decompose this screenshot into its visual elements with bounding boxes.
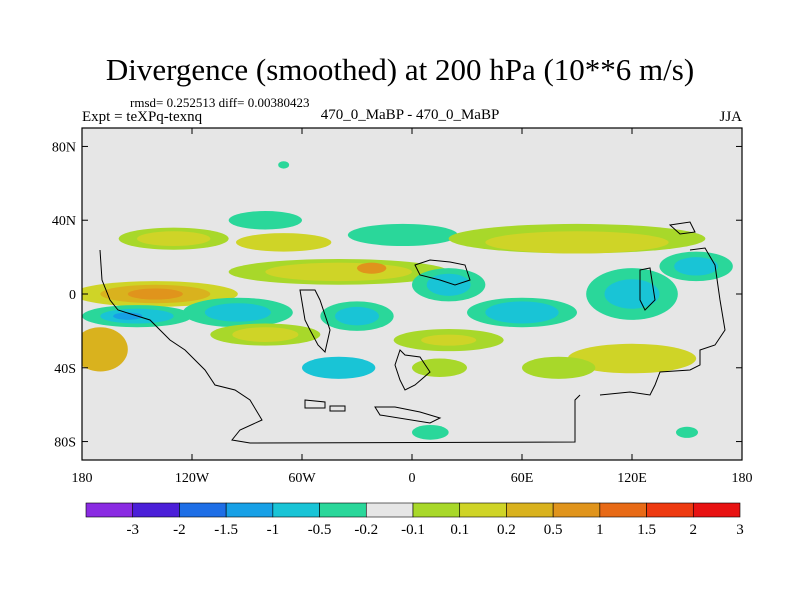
x-tick-label: 60W xyxy=(288,471,316,486)
coastline-americas xyxy=(99,249,581,444)
x-tick-label: 180 xyxy=(72,471,93,486)
contour-region xyxy=(235,233,332,252)
contour-region xyxy=(426,273,471,296)
colorbar-label: 1.5 xyxy=(637,522,656,538)
y-tick-label: 40S xyxy=(54,362,76,377)
colorbar-label: 0.2 xyxy=(497,522,516,538)
colorbar-label: 0.1 xyxy=(450,522,469,538)
y-tick-label: 80S xyxy=(54,436,76,451)
contour-region xyxy=(204,303,271,322)
axis-ticks: 180 120W 60W 0 60E 120E 180 80N 40N 0 40S 80S xyxy=(52,128,753,486)
colorbar-swatch xyxy=(646,502,694,518)
contour-region xyxy=(522,356,596,379)
x-tick-label: 120W xyxy=(175,471,210,486)
contour-region xyxy=(485,301,559,324)
season-label: JJA xyxy=(719,109,742,125)
contour-region xyxy=(412,424,449,440)
contour-region xyxy=(412,358,467,377)
contour-region xyxy=(567,343,697,374)
colorbar-label: -0.2 xyxy=(354,522,378,538)
contour-region xyxy=(113,312,143,320)
y-tick-label: 0 xyxy=(69,288,76,303)
colorbar-swatch xyxy=(365,502,414,518)
x-tick-label: 0 xyxy=(409,471,416,486)
x-tick-label: 180 xyxy=(732,471,753,486)
colorbar-swatch xyxy=(692,502,741,518)
contour-region xyxy=(82,327,128,372)
colorbar-label: 2 xyxy=(690,522,698,538)
y-tick-label: 40N xyxy=(52,214,76,229)
x-tick-label: 60E xyxy=(511,471,534,486)
contour-region xyxy=(357,262,387,274)
contour-region xyxy=(674,257,719,276)
experiment-label: Expt = teXPq-texnq xyxy=(82,109,203,125)
coastline-arctic xyxy=(668,221,696,235)
contour-region xyxy=(232,327,299,342)
contour-region xyxy=(137,231,211,247)
colorbar-swatch xyxy=(599,502,647,518)
contour-region xyxy=(302,356,376,379)
contour-region xyxy=(335,306,379,326)
contour-region xyxy=(604,279,660,309)
x-tick-label: 120E xyxy=(617,471,647,486)
contour-region xyxy=(127,288,183,300)
y-tick-label: 80N xyxy=(52,140,76,155)
chart-title: Divergence (smoothed) at 200 hPa (10**6 … xyxy=(105,52,695,87)
colorbar-label: 0.5 xyxy=(544,522,563,538)
colorbar-swatch xyxy=(319,502,367,518)
colorbar-label: -2 xyxy=(173,522,186,538)
colorbar-swatch xyxy=(179,502,227,518)
colorbar: -3 -2 -1.5 -1 -0.5 -0.2 -0.1 0.1 0.2 0.5 1 1.5 2 3 xyxy=(85,502,744,538)
contour-region xyxy=(265,262,412,282)
coastlines xyxy=(99,221,726,444)
colorbar-label: 3 xyxy=(736,522,744,538)
stats-line: rmsd= 0.252513 diff= 0.00380423 xyxy=(130,95,310,110)
contour-region xyxy=(485,231,669,254)
colorbar-swatch xyxy=(552,502,601,518)
colorbar-swatch xyxy=(132,502,180,518)
case-label: 470_0_MaBP - 470_0_MaBP xyxy=(320,107,500,123)
coastline-pacific xyxy=(599,247,726,396)
coastline-antarctic-islands xyxy=(304,399,442,424)
colorbar-swatch xyxy=(85,502,134,518)
coastline-europe xyxy=(414,259,471,286)
coastline-south-america xyxy=(299,289,331,353)
contour-fields xyxy=(82,161,733,440)
colorbar-swatch xyxy=(459,502,507,518)
contour-region xyxy=(676,426,698,438)
colorbar-label: 1 xyxy=(596,522,604,538)
colorbar-label: -0.5 xyxy=(308,522,332,538)
colorbar-label: -1 xyxy=(267,522,280,538)
colorbar-swatch xyxy=(506,502,554,518)
contour-region xyxy=(228,211,302,230)
colorbar-label: -0.1 xyxy=(401,522,425,538)
coastline-asia xyxy=(639,267,656,311)
colorbar-swatch xyxy=(272,502,320,518)
coastline-africa xyxy=(394,349,431,391)
colorbar-label: -3 xyxy=(126,522,139,538)
contour-region xyxy=(421,334,477,346)
contour-region xyxy=(347,223,458,247)
colorbar-swatch xyxy=(225,502,274,518)
colorbar-label: -1.5 xyxy=(214,522,238,538)
colorbar-swatch xyxy=(412,502,461,518)
contour-region xyxy=(278,161,290,169)
